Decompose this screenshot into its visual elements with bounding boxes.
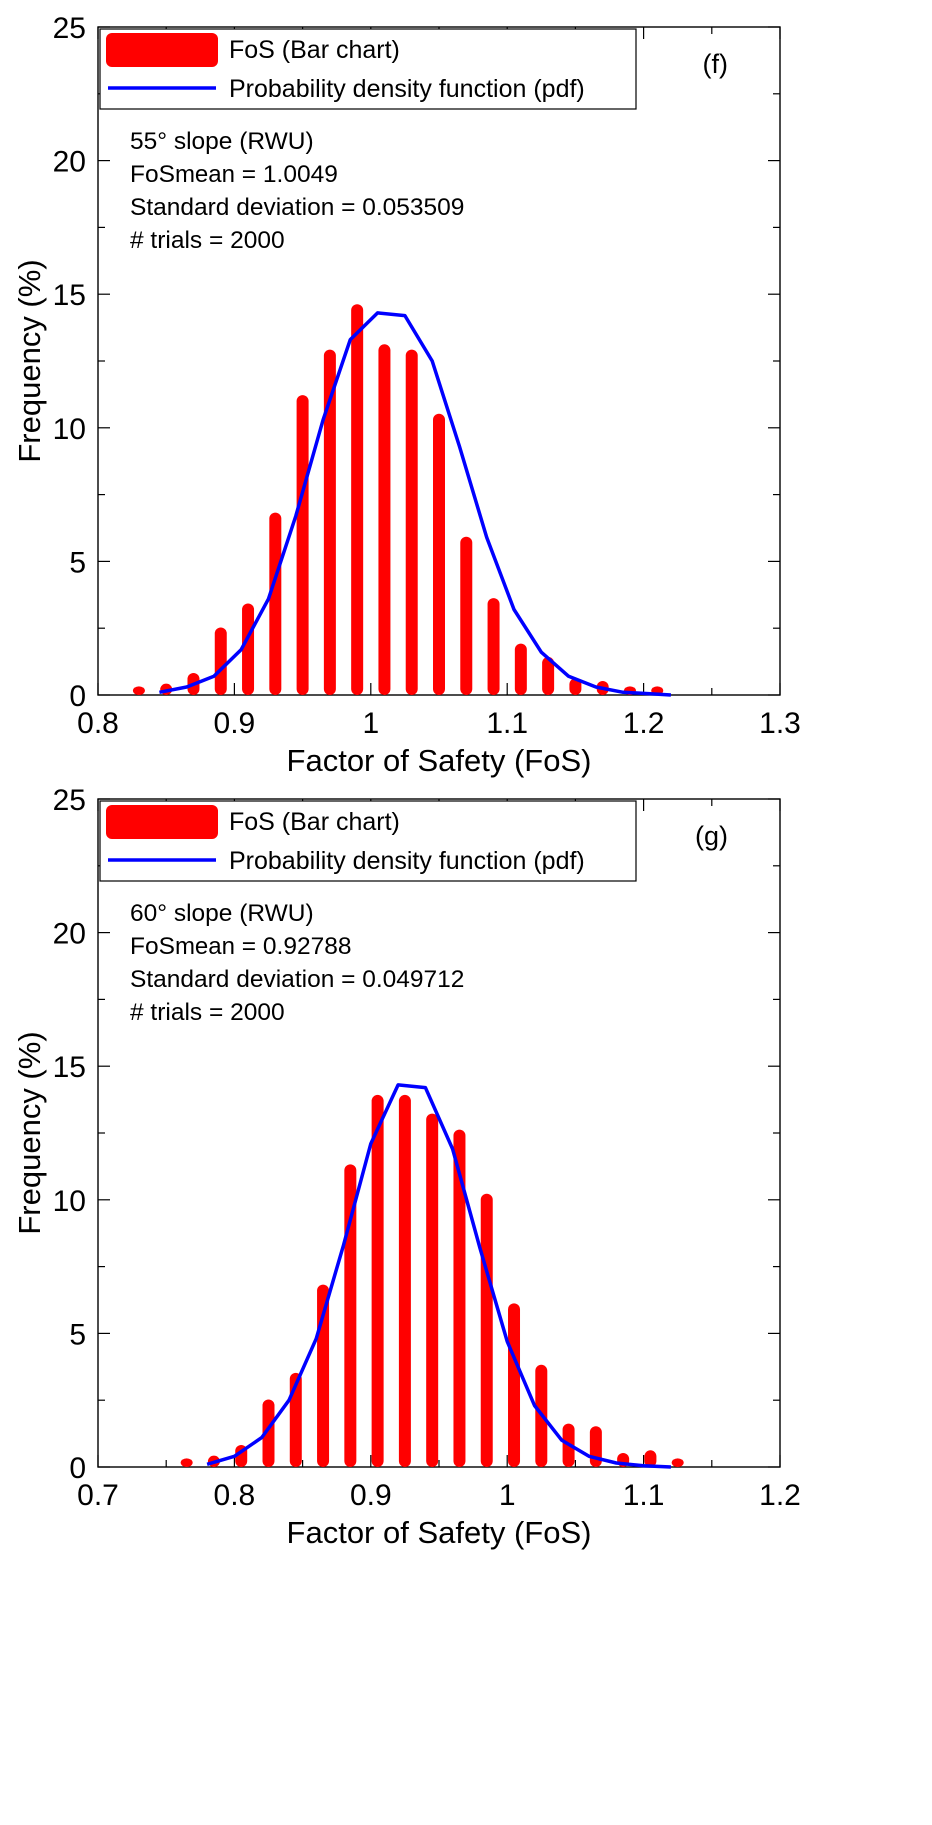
y-tick-label: 25 [53, 784, 86, 817]
pdf-line [159, 311, 672, 697]
legend-bar-swatch [106, 805, 218, 839]
y-axis-label: Frequency (%) [12, 1031, 47, 1234]
bar [262, 1399, 275, 1467]
panel-label: (g) [695, 821, 728, 851]
y-tick-label: 15 [53, 279, 86, 312]
bar [296, 395, 309, 695]
bar [289, 1372, 302, 1467]
bar [351, 304, 364, 695]
bar [433, 413, 445, 695]
bar [269, 512, 282, 695]
bar [405, 349, 418, 695]
x-tick-label: 0.9 [350, 1479, 392, 1512]
stat-std: Standard deviation = 0.053509 [130, 194, 464, 221]
x-tick-label: 1 [362, 707, 379, 740]
x-tick-label: 1.3 [759, 707, 801, 740]
y-tick-label: 10 [53, 1185, 86, 1218]
stat-trials: # trials = 2000 [130, 999, 285, 1026]
stat-mean-prefix: FoS [130, 161, 175, 188]
bar [542, 656, 555, 695]
legend-line-label: Probability density function (pdf) [229, 75, 585, 103]
bar [242, 603, 255, 695]
bar [569, 678, 582, 695]
legend: FoS (Bar chart) Probability density funct… [99, 800, 637, 882]
x-tick-label: 0.8 [214, 1479, 256, 1512]
bar [371, 1094, 384, 1467]
legend-bar-label: FoS (Bar chart) [229, 36, 400, 64]
legend-bar-label: FoS (Bar chart) [229, 808, 400, 836]
bar [671, 1458, 684, 1467]
bar [344, 1164, 357, 1467]
bar [460, 536, 473, 695]
x-tick-label: 1.1 [623, 1479, 665, 1512]
legend-line-label: Probability density function (pdf) [229, 847, 585, 875]
bar [480, 1193, 493, 1467]
stat-mean: FoSmean = 1.0049 [130, 161, 338, 188]
bar [323, 349, 336, 695]
x-tick-label: 0.9 [214, 707, 256, 740]
panel-label: (f) [703, 49, 728, 79]
stat-slope: 55° slope (RWU) [130, 128, 314, 155]
x-axis-label: Factor of Safety (FoS) [287, 743, 592, 778]
y-tick-label: 5 [69, 546, 86, 579]
bar [487, 598, 500, 695]
bar [644, 1450, 657, 1467]
y-tick-label: 0 [69, 1452, 86, 1485]
y-tick-label: 25 [53, 12, 86, 45]
y-axis-label: Frequency (%) [12, 259, 47, 462]
stat-mean: FoSmean = 0.92788 [130, 933, 351, 960]
y-tick-label: 0 [69, 680, 86, 713]
x-tick-label: 1.2 [623, 707, 665, 740]
bar [589, 1426, 602, 1467]
x-axis-label: Factor of Safety (FoS) [287, 1515, 592, 1550]
stat-trials: # trials = 2000 [130, 227, 285, 254]
bar [508, 1303, 521, 1467]
bar [180, 1458, 193, 1467]
stat-mean-value: = 0.92788 [235, 933, 351, 960]
chart-panel-1: 0 5 10 15 20 25 0.7 0.8 0.9 1 1.1 1.2 Factor of Safe… [12, 784, 801, 1550]
legend: FoS (Bar chart) Probability density funct… [99, 28, 637, 110]
bar [378, 344, 391, 695]
stat-mean-value: = 1.0049 [235, 161, 338, 188]
y-tick-label: 15 [53, 1051, 86, 1084]
stat-std: Standard deviation = 0.049712 [130, 966, 464, 993]
x-tick-label: 0.7 [77, 1479, 119, 1512]
legend-bar-swatch [106, 33, 218, 67]
x-tick-label: 1.1 [486, 707, 528, 740]
x-tick-label: 1.2 [759, 1479, 801, 1512]
stat-slope: 60° slope (RWU) [130, 900, 314, 927]
stat-mean-sub: mean [175, 933, 235, 960]
bar [214, 627, 227, 695]
x-tick-label: 1 [499, 1479, 516, 1512]
y-tick-label: 20 [53, 146, 86, 179]
bar [514, 643, 527, 695]
pdf-line [206, 1083, 671, 1469]
bar [426, 1113, 439, 1467]
stat-mean-sub: mean [175, 161, 235, 188]
bar [132, 686, 145, 695]
y-tick-label: 20 [53, 918, 86, 951]
bar [398, 1094, 411, 1467]
chart-panel-0: 0 5 10 15 20 25 0.8 0.9 1 1.1 1.2 1.3 Factor of Safe… [12, 12, 801, 778]
stat-mean-prefix: FoS [130, 933, 175, 960]
bar [453, 1129, 466, 1467]
y-tick-label: 10 [53, 413, 86, 446]
y-tick-label: 5 [69, 1318, 86, 1351]
x-tick-label: 0.8 [77, 707, 119, 740]
